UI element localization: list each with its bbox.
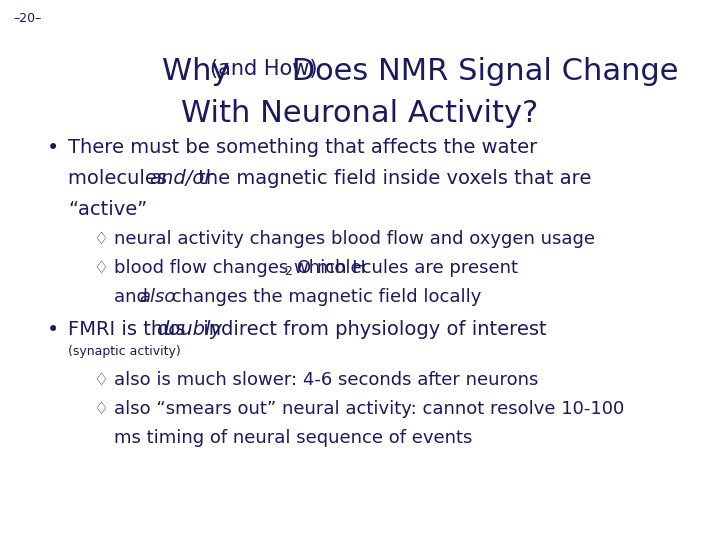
Text: also “smears out” neural activity: cannot resolve 10-100: also “smears out” neural activity: canno… [114,400,624,418]
Text: ♢: ♢ [94,230,109,248]
Text: (synaptic activity): (synaptic activity) [68,345,181,358]
Text: indirect from physiology of interest: indirect from physiology of interest [197,320,546,339]
Text: Does NMR Signal Change: Does NMR Signal Change [282,57,679,86]
Text: There must be something that affects the water: There must be something that affects the… [68,138,538,157]
Text: the magnetic field inside voxels that are: the magnetic field inside voxels that ar… [192,169,592,188]
Text: doubly: doubly [156,320,222,339]
Text: changes the magnetic field locally: changes the magnetic field locally [166,288,482,306]
Text: Why: Why [162,57,239,86]
Text: FMRI is thus: FMRI is thus [68,320,192,339]
Text: ♢: ♢ [94,259,109,277]
Text: •: • [47,138,59,158]
Text: ms timing of neural sequence of events: ms timing of neural sequence of events [114,429,472,447]
Text: –20–: –20– [13,12,41,25]
Text: molecules: molecules [68,169,174,188]
Text: •: • [47,320,59,340]
Text: With Neuronal Activity?: With Neuronal Activity? [181,99,539,128]
Text: ♢: ♢ [94,400,109,418]
Text: also is much slower: 4-6 seconds after neurons: also is much slower: 4-6 seconds after n… [114,371,538,389]
Text: and: and [114,288,153,306]
Text: ♢: ♢ [94,371,109,389]
Text: blood flow changes which H: blood flow changes which H [114,259,366,277]
Text: (and How): (and How) [210,59,318,79]
Text: neural activity changes blood flow and oxygen usage: neural activity changes blood flow and o… [114,230,595,248]
Text: and/or: and/or [149,169,212,188]
Text: also: also [139,288,176,306]
Text: “active”: “active” [68,200,148,219]
Text: 2: 2 [284,265,292,278]
Text: O molecules are present: O molecules are present [297,259,518,277]
